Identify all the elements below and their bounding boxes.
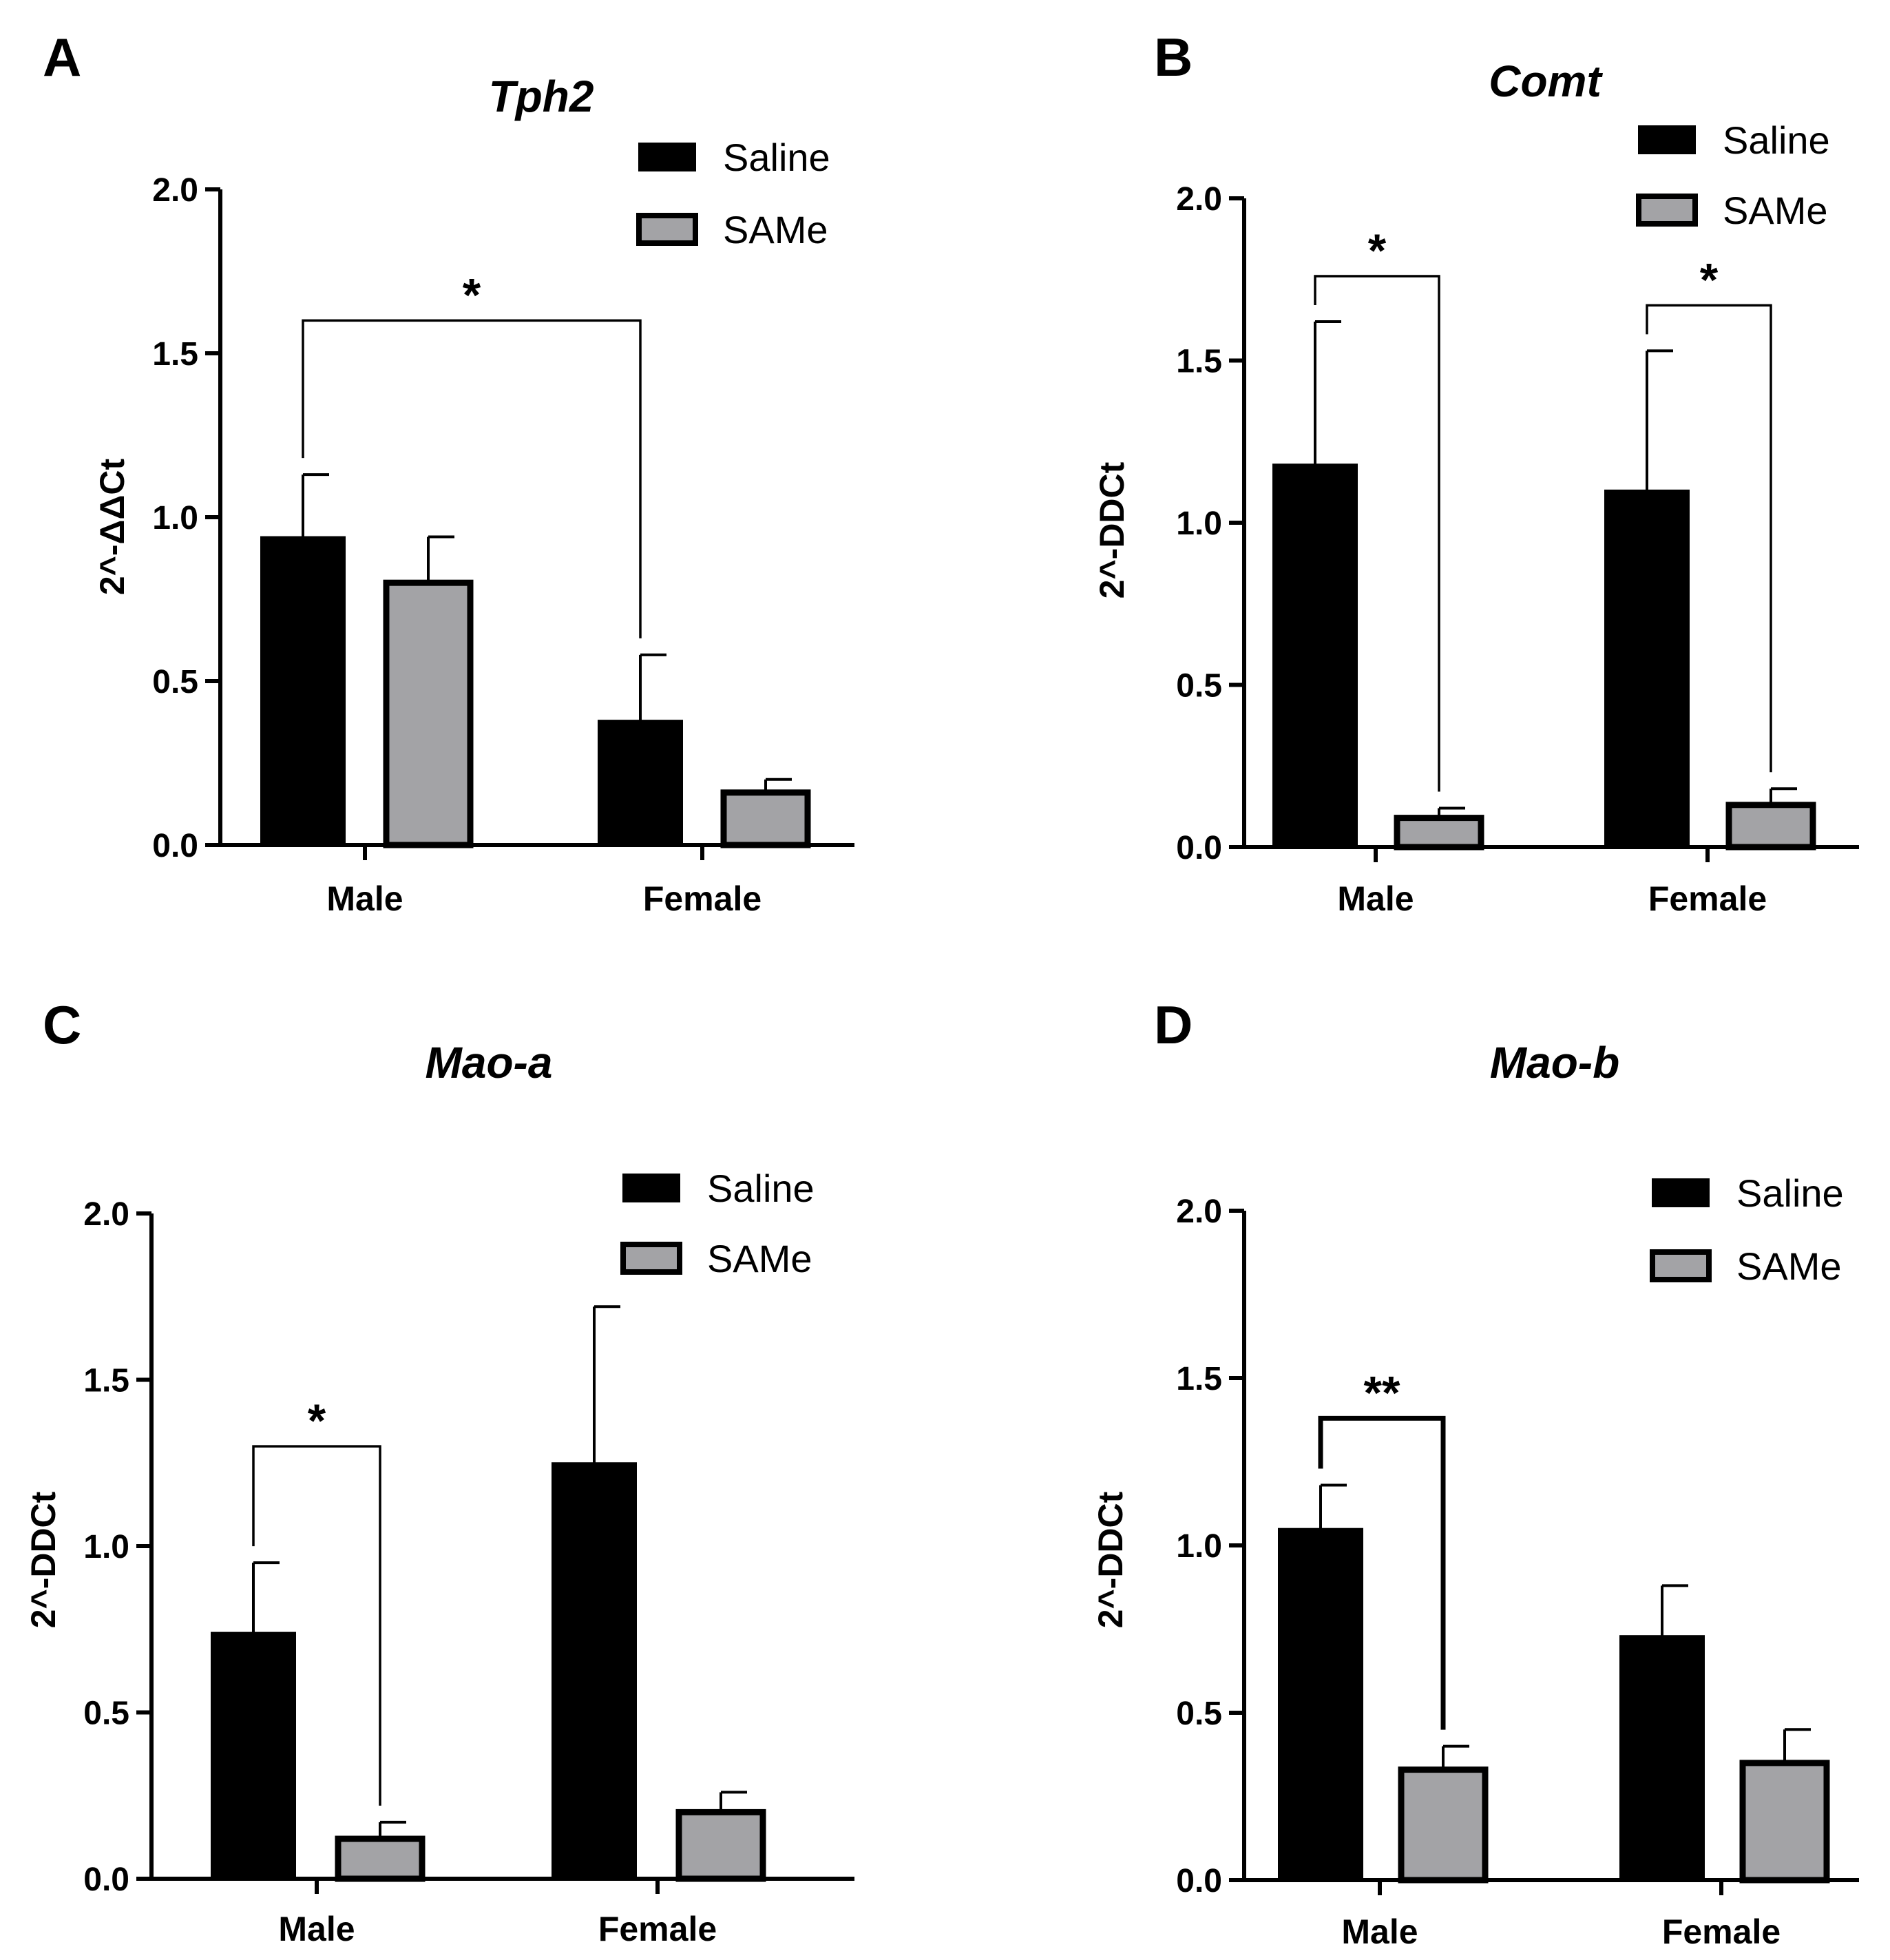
legend-swatch-saline xyxy=(622,1174,680,1202)
bar-saline-female xyxy=(598,720,683,846)
legend-label-saline: Saline xyxy=(707,1167,815,1210)
significance-label: * xyxy=(1700,253,1719,306)
bar-same-male xyxy=(335,1835,426,1882)
significance-label: ** xyxy=(1364,1366,1400,1419)
legend-swatch-saline xyxy=(638,143,696,171)
y-axis-label: 2^-DDCt xyxy=(1091,1491,1130,1628)
bar-saline-male xyxy=(260,536,346,846)
legend: Saline SAMe xyxy=(1636,118,1830,232)
legend: Saline SAMe xyxy=(636,136,830,251)
y-tick-label: 0.5 xyxy=(1176,668,1222,705)
bar-same-male xyxy=(383,579,474,848)
bar-same-female xyxy=(675,1808,766,1882)
x-tick-label: Female xyxy=(643,879,762,918)
chart-panel-c: C Mao-a 2^-DDCt 0.0 0.5 1.0 1.5 2.0 Male Female * S… xyxy=(24,994,854,1948)
y-tick-label: 1.0 xyxy=(152,500,198,536)
legend-swatch-saline xyxy=(1652,1178,1710,1207)
significance-bracket xyxy=(1314,275,1440,792)
y-tick-label: 0.0 xyxy=(152,828,198,864)
legend-swatch-same xyxy=(1650,1249,1712,1282)
y-tick-label: 0.5 xyxy=(152,664,198,700)
legend-label-saline: Saline xyxy=(1736,1171,1844,1215)
chart-panel-d: D Mao-b 2^-DDCt 0.0 0.5 1.0 1.5 2.0 Male Female **… xyxy=(1091,994,1859,1951)
legend: Saline SAMe xyxy=(1650,1171,1844,1288)
chart-panel-a: A Tph2 2^-ΔΔCt 0.0 0.5 1.0 1.5 2.0 Male Female * Sa… xyxy=(43,27,854,918)
chart-title: Mao-b xyxy=(1490,1038,1619,1087)
chart-title: Tph2 xyxy=(489,72,594,121)
legend-label-same: SAMe xyxy=(1723,189,1828,232)
significance-label: * xyxy=(308,1395,326,1447)
y-tick-label: 1.0 xyxy=(83,1529,129,1565)
y-tick-label: 1.5 xyxy=(152,336,198,373)
y-axis-label: 2^-DDCt xyxy=(1093,461,1131,598)
x-tick-label: Male xyxy=(1337,879,1414,918)
y-tick-label: 2.0 xyxy=(1176,1193,1222,1230)
y-tick-label: 1.5 xyxy=(83,1363,129,1399)
chart-title: Mao-a xyxy=(426,1038,553,1087)
y-tick-label: 0.0 xyxy=(1176,830,1222,866)
x-tick-label: Male xyxy=(326,879,403,918)
chart-title: Comt xyxy=(1489,56,1603,106)
y-tick-label: 0.0 xyxy=(1176,1863,1222,1899)
x-tick-label: Female xyxy=(1662,1912,1781,1951)
legend-label-same: SAMe xyxy=(707,1237,812,1280)
bar-saline-male xyxy=(211,1631,296,1880)
panel-letter: C xyxy=(43,994,81,1055)
y-tick-label: 2.0 xyxy=(83,1196,129,1233)
x-tick-label: Male xyxy=(278,1910,355,1948)
bar-same-female xyxy=(720,789,811,848)
significance-bracket xyxy=(252,1445,381,1806)
panel-letter: A xyxy=(43,27,81,87)
bar-saline-male xyxy=(1278,1528,1363,1881)
legend-swatch-saline xyxy=(1638,125,1696,154)
x-tick-label: Male xyxy=(1341,1912,1418,1951)
legend-label-saline: Saline xyxy=(1723,118,1830,162)
bar-saline-female xyxy=(1619,1635,1705,1881)
y-tick-label: 1.5 xyxy=(1176,1361,1222,1397)
legend-swatch-same xyxy=(636,213,698,246)
y-axis-label: 2^-DDCt xyxy=(24,1491,63,1628)
legend-swatch-same xyxy=(620,1242,682,1275)
y-tick-label: 1.0 xyxy=(1176,505,1222,542)
significance-bracket xyxy=(1646,304,1772,773)
significance-label: * xyxy=(1368,225,1387,277)
x-tick-label: Female xyxy=(1648,879,1767,918)
y-tick-label: 1.5 xyxy=(1176,344,1222,380)
y-tick-label: 0.5 xyxy=(1176,1696,1222,1732)
bar-saline-female xyxy=(552,1462,637,1879)
bar-same-female xyxy=(1739,1760,1830,1884)
significance-bracket xyxy=(302,319,642,638)
x-tick-label: Female xyxy=(598,1910,717,1948)
significance-label: * xyxy=(463,269,481,321)
y-tick-label: 2.0 xyxy=(152,172,198,209)
y-axis-label: 2^-ΔΔCt xyxy=(93,459,132,596)
significance-bracket xyxy=(1318,1415,1446,1730)
legend-label-same: SAMe xyxy=(1736,1244,1842,1288)
panel-letter: D xyxy=(1154,994,1193,1055)
bar-same-male xyxy=(1398,1766,1489,1884)
bar-same-female xyxy=(1725,802,1816,851)
legend-swatch-same xyxy=(1636,194,1698,227)
bar-saline-male xyxy=(1272,463,1358,848)
legend-label-same: SAMe xyxy=(723,208,828,251)
legend-label-saline: Saline xyxy=(723,136,830,179)
bar-same-male xyxy=(1394,815,1484,851)
panel-letter: B xyxy=(1154,27,1193,87)
y-tick-label: 1.0 xyxy=(1176,1528,1222,1565)
bar-saline-female xyxy=(1604,489,1690,848)
y-tick-label: 2.0 xyxy=(1176,181,1222,218)
y-tick-label: 0.0 xyxy=(83,1862,129,1898)
y-tick-label: 0.5 xyxy=(83,1696,129,1732)
legend: Saline SAMe xyxy=(620,1167,815,1280)
